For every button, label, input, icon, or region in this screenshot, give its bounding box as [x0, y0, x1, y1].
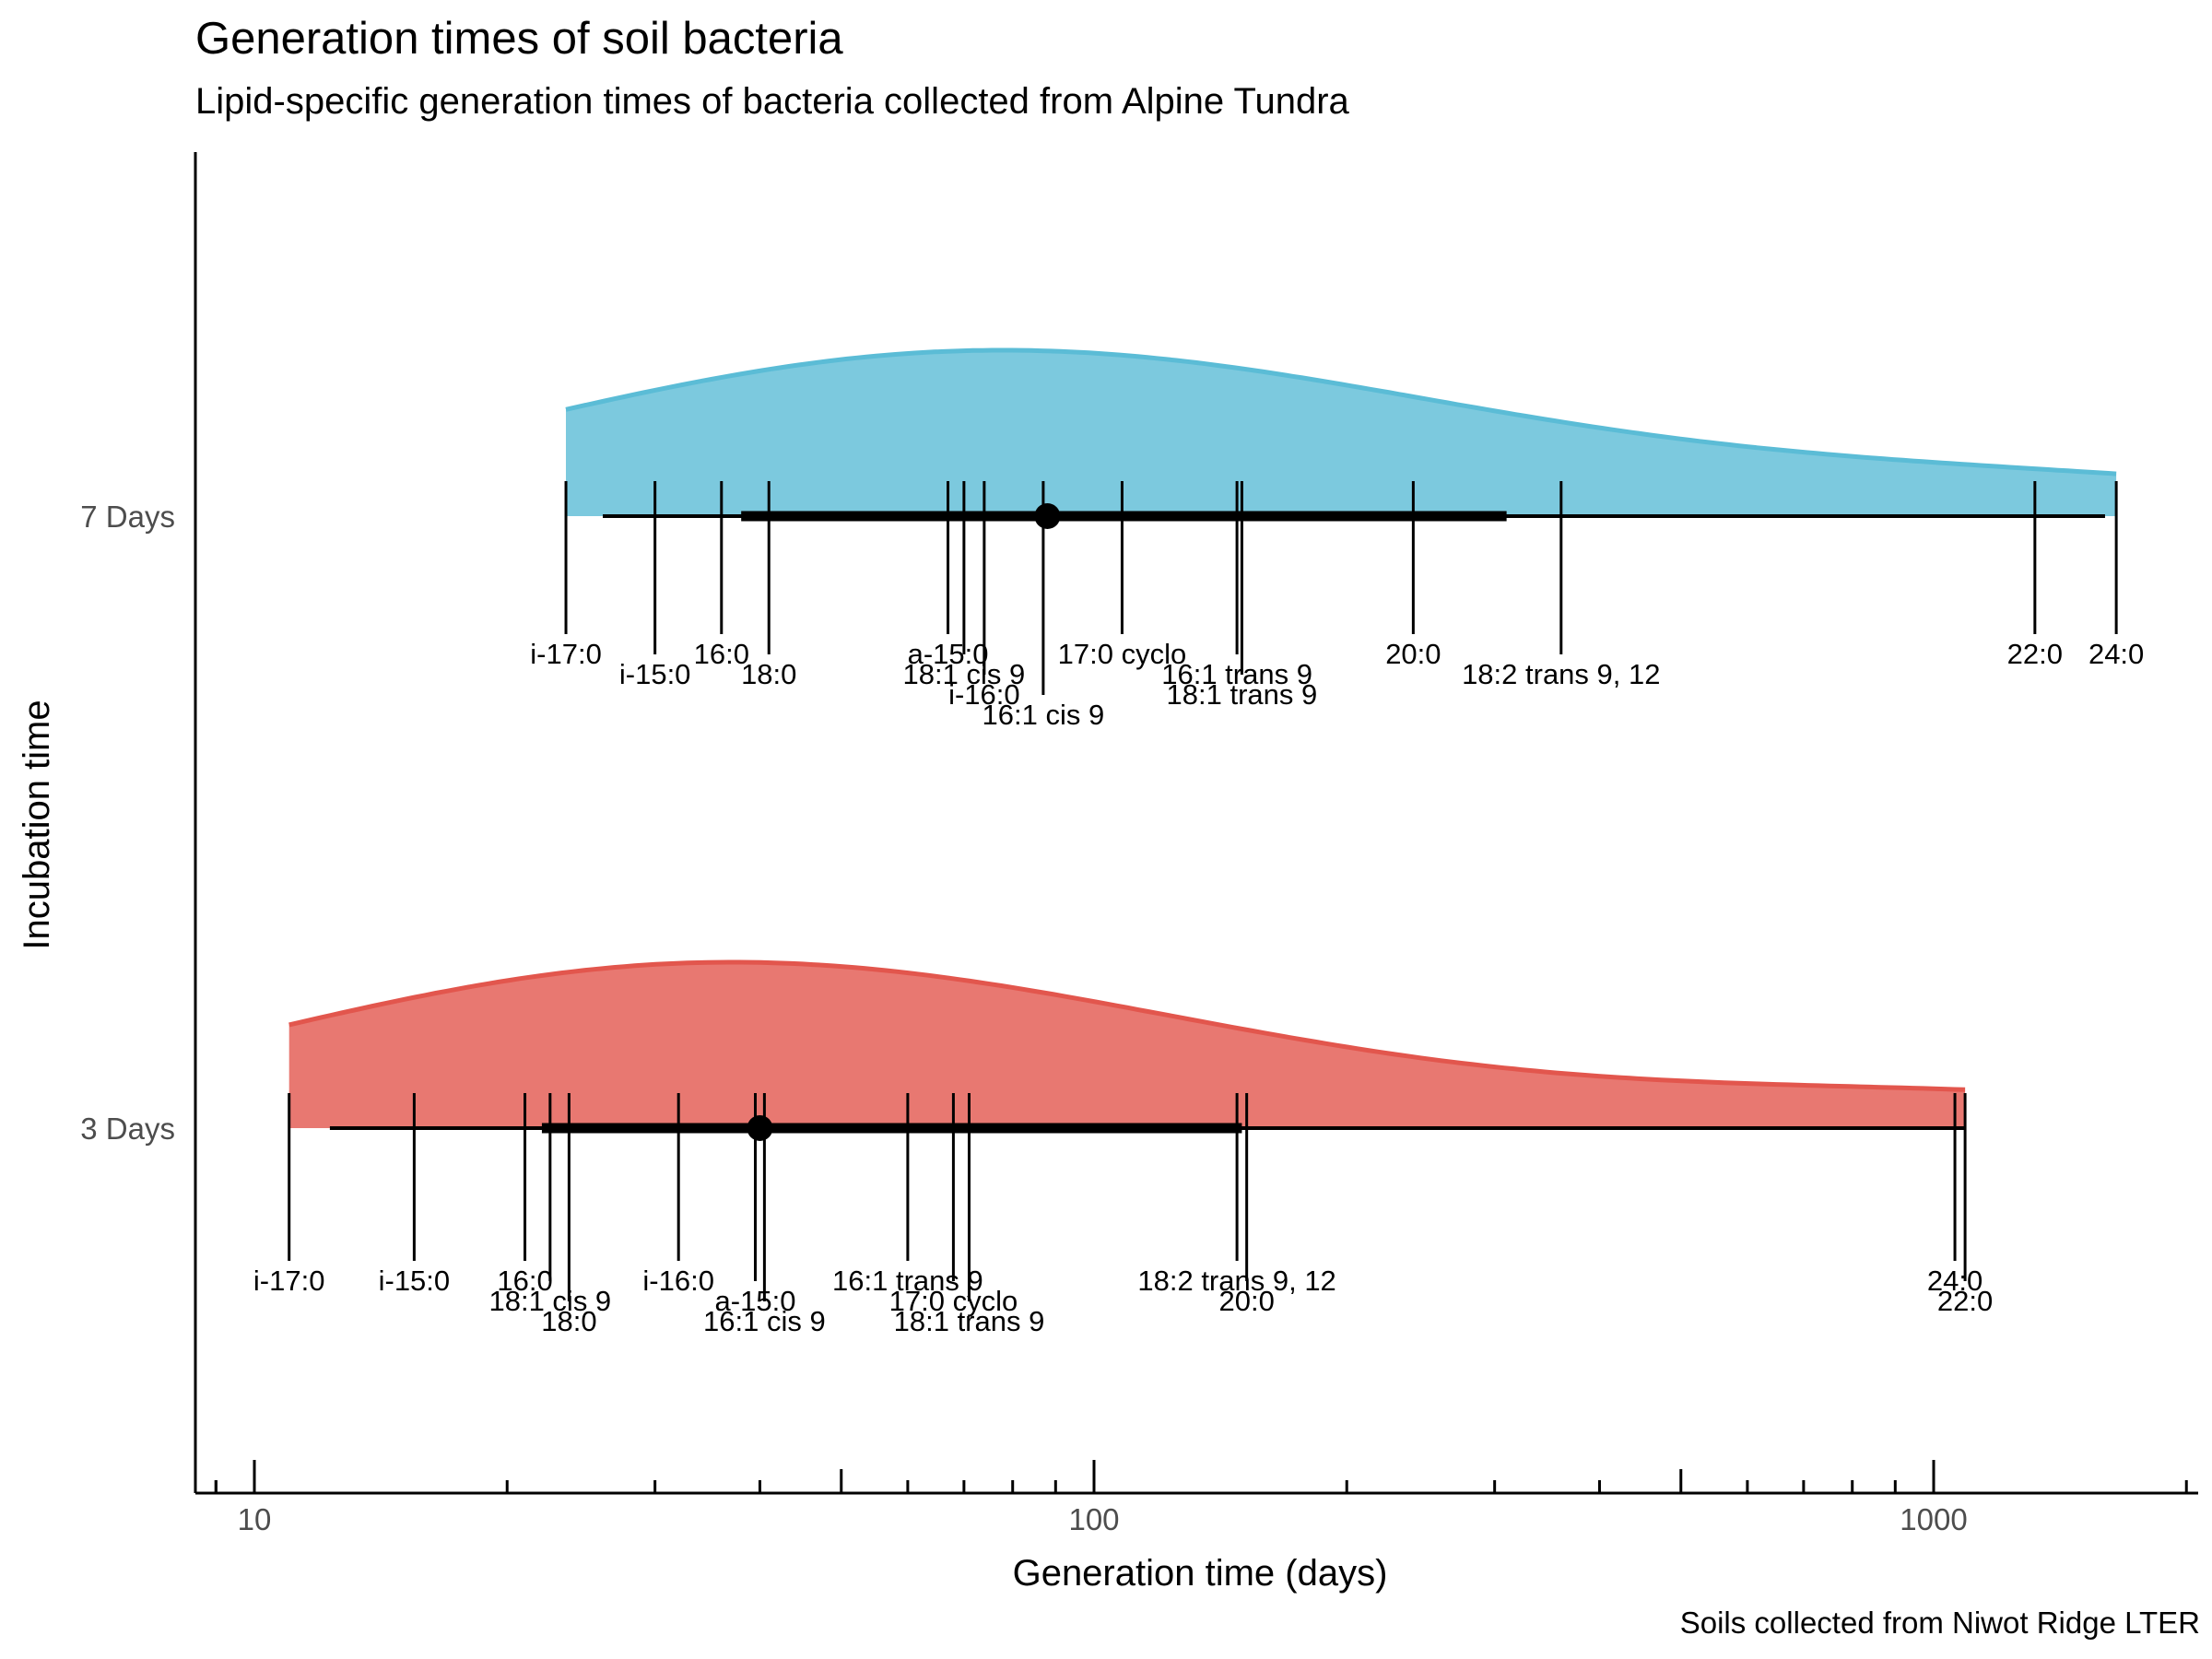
lipid-label: 24:0: [2088, 638, 2144, 670]
lipid-label: 16:1 cis 9: [703, 1305, 826, 1337]
lipid-label: i-16:0: [642, 1265, 714, 1297]
lipid-label: i-15:0: [619, 658, 691, 690]
lipid-label: i-15:0: [379, 1265, 451, 1297]
lipid-label: 18:2 trans 9, 12: [1137, 1265, 1335, 1297]
lipid-label: 16:1 trans 9: [1161, 658, 1312, 690]
interval-bars: [329, 503, 2105, 1141]
lipid-label: 18:1 cis 9: [903, 658, 1026, 690]
lipid-label: i-17:0: [530, 638, 602, 670]
lipid-label: 18:1 trans 9: [1167, 678, 1318, 711]
median-point-1: [747, 1115, 773, 1141]
density-cloud-1: [288, 962, 1966, 1128]
lipid-label: 20:0: [1218, 1285, 1274, 1317]
lipid-label: 17:0 cyclo: [889, 1285, 1018, 1317]
lipid-label: 16:1 cis 9: [982, 699, 1105, 731]
lipid-label: i-17:0: [253, 1265, 325, 1297]
lipid-label: 17:0 cyclo: [1058, 638, 1187, 670]
density-outline-1: [288, 959, 1966, 1092]
lipid-label: 24:0: [1927, 1265, 1983, 1297]
lipid-label: 22:0: [2007, 638, 2063, 670]
chart-title: Generation times of soil bacteria: [195, 14, 843, 64]
label-leaders: [288, 518, 2118, 1301]
lipid-label: a-15:0: [908, 638, 989, 670]
y-axis-title: Incubation time: [17, 700, 57, 949]
lipid-label: 18:1 trans 9: [894, 1305, 1045, 1337]
density-cloud-0: [566, 350, 2117, 516]
chart-caption: Soils collected from Niwot Ridge LTER: [1679, 1606, 2200, 1640]
lipid-label: 16:1 trans 9: [832, 1265, 983, 1297]
point-ticks: [288, 481, 2118, 1130]
density-outline-0: [565, 347, 2117, 477]
lipid-label: 18:1 cis 9: [488, 1285, 611, 1317]
x-tick-label: 10: [238, 1502, 272, 1536]
lipid-labels: i-17:0i-15:016:018:0a-15:018:1 cis 9i-16…: [253, 638, 2144, 1337]
x-tick-label: 100: [1068, 1502, 1119, 1536]
density-clouds: [288, 347, 2117, 1128]
x-tick-label: 1000: [1900, 1502, 1967, 1536]
axes: 7 Days 3 Days 10 100 1000: [80, 152, 2198, 1536]
lipid-label: 18:0: [741, 658, 796, 690]
chart-subtitle: Lipid-specific generation times of bacte…: [195, 81, 1349, 122]
lipid-label: a-15:0: [715, 1285, 796, 1317]
y-tick-label: 7 Days: [80, 500, 175, 534]
lipid-label: 16:0: [694, 638, 749, 670]
lipid-label: 18:2 trans 9, 12: [1462, 658, 1660, 690]
lipid-label: 18:0: [541, 1305, 596, 1337]
x-axis-title: Generation time (days): [1013, 1553, 1388, 1594]
y-tick-label: 3 Days: [80, 1112, 175, 1146]
lipid-label: 16:0: [497, 1265, 552, 1297]
lipid-label: 20:0: [1385, 638, 1441, 670]
lipid-label: 22:0: [1937, 1285, 1993, 1317]
lipid-label: i-16:0: [948, 678, 1020, 711]
median-point-0: [1034, 503, 1061, 529]
